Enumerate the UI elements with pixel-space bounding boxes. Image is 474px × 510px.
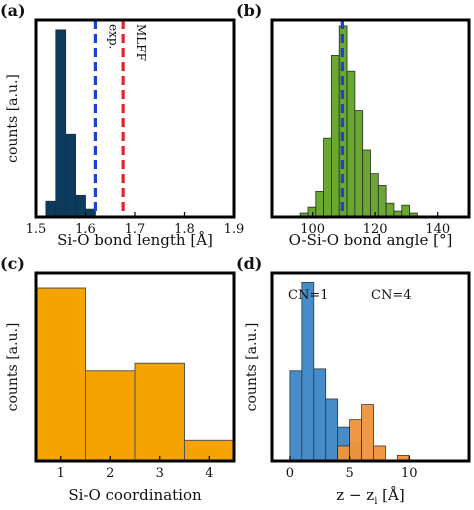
axes-frame-c [34, 271, 236, 463]
bar-d-s0-3 [325, 398, 339, 462]
bar-b-h-8 [362, 149, 371, 218]
bar-d-s0-0 [289, 370, 303, 462]
bar-b-h-4 [331, 55, 340, 218]
series-label-cn4: CN=4 [371, 288, 412, 303]
xtick-label-c-2: 3 [156, 466, 164, 481]
xtick-label-b-0: 100 [300, 222, 325, 237]
panel-d: CN=1 CN=4 0 5 10 (d) z − zi [Å] counts [a.u.] [236, 254, 471, 507]
xtick-label-c-3: 4 [205, 466, 213, 481]
ylabel-a: counts [a.u.] [5, 74, 21, 163]
axes-frame-d [270, 271, 471, 463]
xtick-label-c-1: 2 [106, 466, 114, 481]
xtick-label-a-2: 1.7 [125, 222, 146, 237]
bar-c-1 [85, 370, 136, 462]
xtick-label-d-2: 10 [401, 466, 418, 481]
xtick-label-a-4: 1.9 [224, 222, 245, 237]
bar-b-h-2 [315, 190, 324, 218]
xlabel-c: Si-O coordination [68, 486, 202, 504]
panel-b: 100 120 140 (b) O-Si-O bond angle [°] [236, 1, 471, 249]
bar-b-h-9 [370, 173, 379, 218]
bar-c-2 [134, 362, 185, 462]
xtick-label-d-1: 5 [345, 466, 353, 481]
xtick-label-b-1: 120 [363, 222, 388, 237]
panel-label-b: (b) [236, 1, 262, 20]
bar-d-s1-0 [337, 445, 351, 462]
panel-a: exp. MLFF 1.5 1.6 1.7 1.8 1.9 (a) Si-O bond leng… [0, 1, 244, 249]
xtick-label-c-0: 1 [57, 466, 65, 481]
series-label-cn1: CN=1 [288, 288, 329, 303]
bar-b-h-13 [401, 204, 410, 218]
bar-a-h-2 [65, 133, 76, 218]
bar-a-h-1 [55, 29, 67, 218]
vline-label-a-0: exp. [106, 24, 120, 49]
bar-a-h-3 [75, 194, 86, 218]
bar-b-h-11 [385, 202, 395, 218]
series-d-1 [337, 404, 410, 462]
bar-d-s0-1 [301, 281, 315, 462]
bar-b-h-7 [354, 110, 364, 218]
bar-d-s1-3 [373, 445, 386, 462]
bar-d-s1-2 [361, 404, 374, 462]
bar-d-s1-1 [349, 419, 362, 462]
xlabel-a: Si-O bond length [Å] [57, 231, 213, 249]
ylabel-d: counts [a.u.] [244, 323, 260, 412]
axes-frame-b [270, 18, 471, 219]
bar-a-h-0 [45, 200, 57, 218]
bar-c-0 [35, 287, 86, 462]
xtick-label-b-2: 140 [425, 222, 450, 237]
xtick-label-d-0: 0 [286, 466, 294, 481]
panel-label-c: (c) [0, 254, 25, 273]
panel-c: 1 2 3 4 (c) Si-O coordination counts [a.u.] [0, 254, 236, 504]
vline-label-a-1: MLFF [134, 24, 148, 61]
xtick-label-a-0: 1.5 [26, 222, 47, 237]
bar-b-h-10 [377, 185, 387, 218]
bar-b-h-6 [346, 70, 356, 218]
xlabel-b: O-Si-O bond angle [°] [289, 231, 453, 249]
bar-b-h-3 [323, 137, 332, 218]
xtick-label-a-1: 1.6 [75, 222, 96, 237]
xtick-label-a-3: 1.8 [174, 222, 195, 237]
panel-label-a: (a) [0, 1, 26, 20]
panel-label-d: (d) [236, 254, 262, 273]
ylabel-c: counts [a.u.] [5, 323, 21, 412]
xlabel-d: z − zi [Å] [336, 486, 404, 507]
bar-d-s0-2 [313, 368, 327, 462]
